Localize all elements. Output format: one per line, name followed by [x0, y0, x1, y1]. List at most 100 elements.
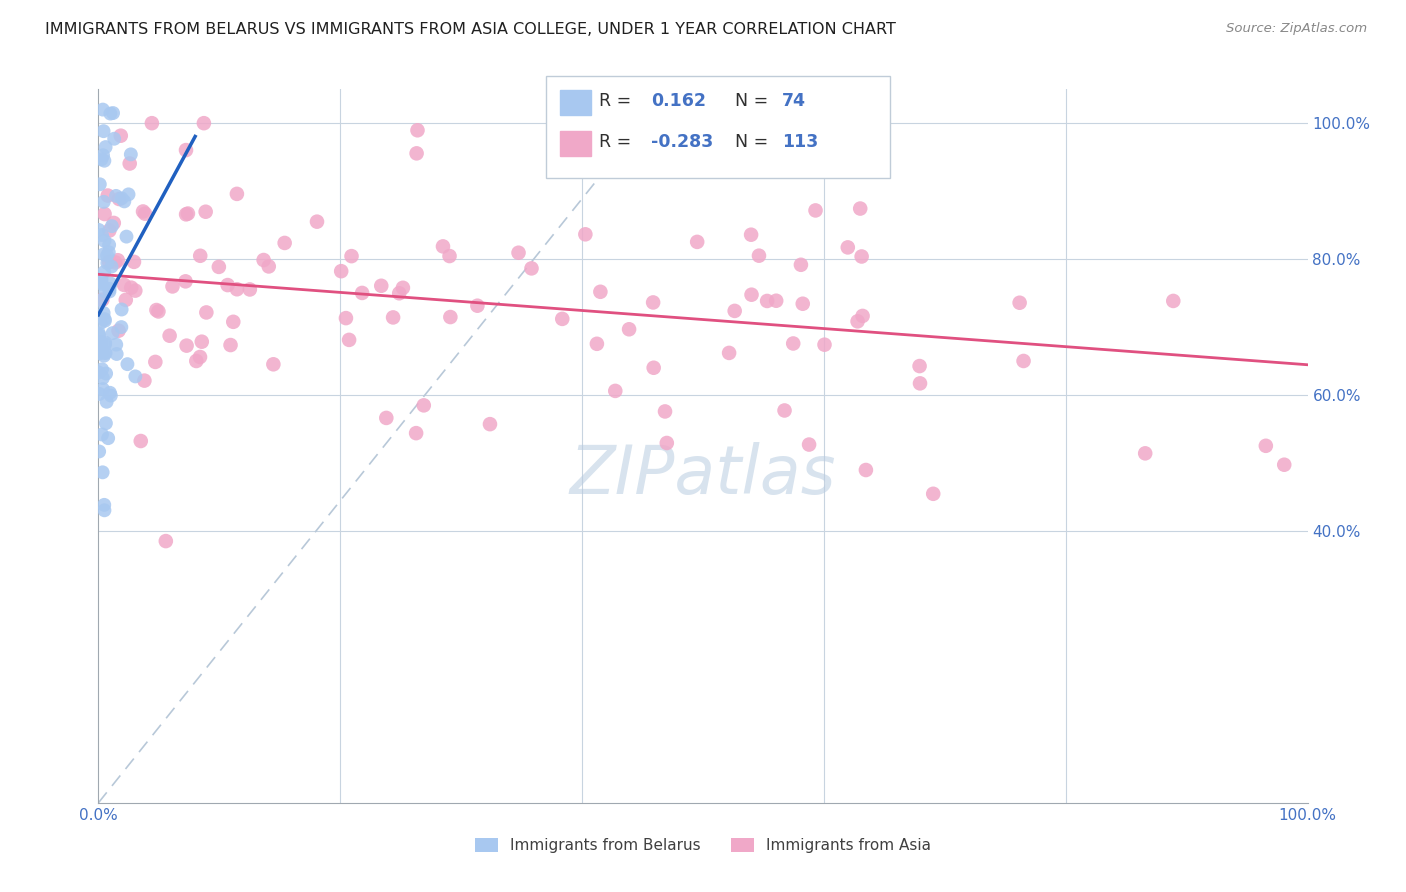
Point [87, 326, 110, 341]
Point [87, 365, 110, 379]
Point [392, 281, 415, 295]
Point [188, 350, 211, 364]
Point [195, 305, 218, 319]
Point [222, 315, 245, 329]
Point [574, 227, 596, 242]
Point [93, 234, 115, 248]
Point [174, 274, 197, 288]
Point [605, 384, 627, 398]
Point [335, 311, 357, 326]
Text: Source: ZipAtlas.com: Source: ZipAtlas.com [1226, 22, 1367, 36]
Point [792, 297, 814, 311]
Point [93, 349, 115, 363]
Point [105, 347, 128, 361]
Point [174, 207, 197, 221]
Point [551, 311, 574, 326]
Point [110, 128, 132, 143]
Point [852, 309, 875, 323]
Point [194, 204, 217, 219]
Point [797, 437, 820, 451]
Point [191, 334, 214, 349]
Point [439, 249, 461, 263]
Point [330, 264, 353, 278]
Point [1272, 458, 1295, 472]
Point [406, 123, 429, 137]
Point [93, 207, 115, 221]
Point [89, 346, 111, 360]
Point [100, 260, 122, 274]
Point [98, 255, 121, 269]
Point [340, 249, 363, 263]
Point [217, 278, 239, 293]
Point [89, 444, 111, 458]
Point [337, 333, 360, 347]
Point [89, 293, 111, 308]
Point [186, 354, 208, 368]
Point [262, 357, 284, 371]
Point [1012, 354, 1035, 368]
Point [654, 404, 676, 418]
Point [108, 192, 131, 206]
Point [112, 194, 135, 209]
Point [93, 247, 115, 261]
Point [257, 260, 280, 274]
Point [93, 312, 115, 326]
Point [97, 188, 120, 202]
Point [90, 275, 112, 289]
Point [94, 335, 117, 350]
Point [208, 260, 231, 274]
Point [100, 106, 122, 120]
Text: N =: N = [735, 133, 769, 151]
Point [111, 191, 134, 205]
Point [97, 245, 120, 260]
Point [96, 394, 118, 409]
Point [1161, 293, 1184, 308]
Point [1135, 446, 1157, 460]
Point [370, 278, 392, 293]
Point [782, 336, 804, 351]
Point [111, 302, 134, 317]
Point [155, 534, 177, 549]
Point [98, 238, 121, 252]
Point [89, 178, 111, 192]
Point [756, 293, 779, 308]
Point [617, 322, 640, 336]
Point [93, 194, 115, 209]
Point [239, 283, 262, 297]
Point [508, 245, 530, 260]
Point [101, 106, 124, 120]
Point [655, 436, 678, 450]
Point [804, 203, 827, 218]
Point [388, 286, 411, 301]
Point [765, 293, 787, 308]
Point [91, 427, 114, 442]
Point [91, 382, 114, 396]
Point [117, 357, 139, 371]
Point [93, 153, 115, 168]
Point [193, 116, 215, 130]
Point [89, 387, 111, 401]
Point [90, 153, 112, 167]
Text: -0.283: -0.283 [651, 133, 713, 151]
Point [405, 426, 427, 441]
Point [94, 367, 117, 381]
Text: R =: R = [599, 92, 631, 110]
Point [132, 204, 155, 219]
Point [219, 338, 242, 352]
Point [176, 338, 198, 352]
Point [162, 279, 184, 293]
Point [90, 277, 112, 291]
Point [773, 403, 796, 417]
Point [226, 282, 249, 296]
Point [101, 219, 124, 234]
Point [908, 359, 931, 373]
Point [101, 326, 124, 340]
Point [98, 282, 121, 296]
Point [87, 341, 110, 355]
Text: IMMIGRANTS FROM BELARUS VS IMMIGRANTS FROM ASIA COLLEGE, UNDER 1 YEAR CORRELATIO: IMMIGRANTS FROM BELARUS VS IMMIGRANTS FR… [45, 22, 896, 37]
Point [145, 303, 167, 318]
Point [94, 140, 117, 154]
Point [120, 147, 142, 161]
Point [718, 346, 741, 360]
Point [89, 328, 111, 343]
